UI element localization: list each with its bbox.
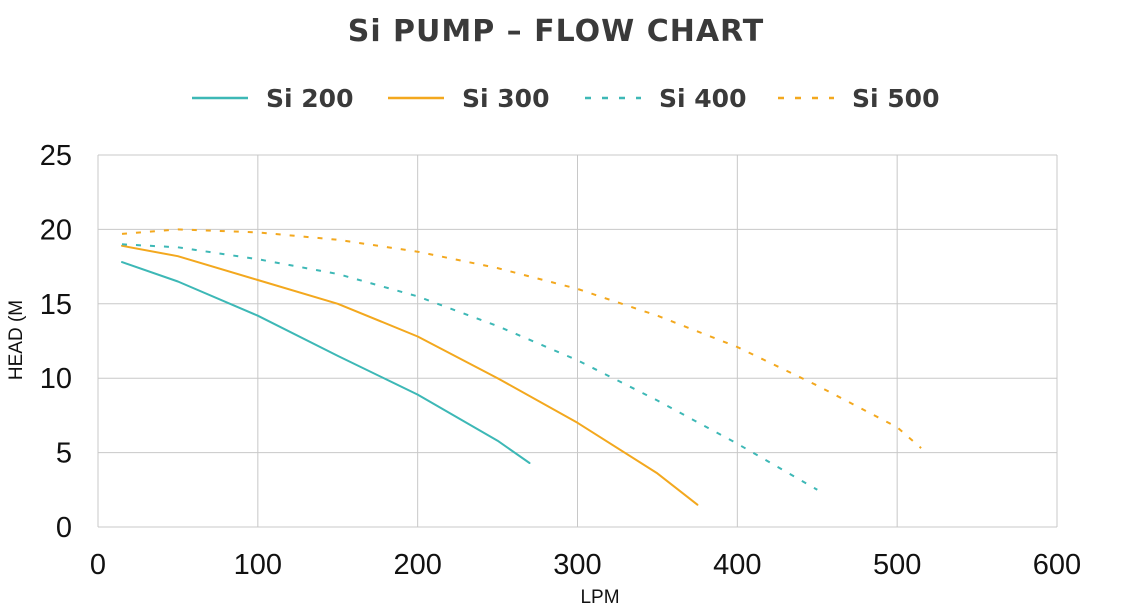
x-tick-label: 400	[713, 549, 761, 581]
tick-labels: 0 100 200 300 400 500 600 0 5 10 15 20 25	[40, 140, 1081, 581]
chart-title: Si PUMP – FLOW CHART	[347, 14, 765, 49]
y-tick-label: 10	[40, 363, 72, 395]
series-line-si-300	[121, 244, 699, 506]
y-axis-label: HEAD (M	[6, 300, 27, 380]
x-tick-label: 0	[90, 549, 106, 581]
y-tick-label: 0	[56, 512, 72, 544]
x-tick-label: 500	[873, 549, 921, 581]
legend-label: Si 200	[266, 84, 353, 113]
grid	[97, 154, 1058, 528]
y-tick-label: 20	[40, 214, 72, 246]
x-axis-label: LPM	[580, 587, 619, 604]
x-tick-label: 200	[393, 549, 441, 581]
legend-label: Si 300	[462, 84, 549, 113]
legend-label: Si 400	[659, 84, 746, 113]
series-lines	[121, 228, 922, 506]
legend: Si 200 Si 300 Si 400 Si 500	[192, 84, 939, 113]
series-line-si-500	[121, 228, 922, 449]
x-tick-label: 100	[234, 549, 282, 581]
y-tick-label: 25	[40, 140, 72, 172]
x-tick-label: 600	[1033, 549, 1081, 581]
legend-label: Si 500	[852, 84, 939, 113]
y-tick-label: 5	[56, 438, 72, 470]
series-line-si-200	[121, 261, 531, 464]
x-tick-label: 300	[553, 549, 601, 581]
y-tick-label: 15	[40, 289, 72, 321]
